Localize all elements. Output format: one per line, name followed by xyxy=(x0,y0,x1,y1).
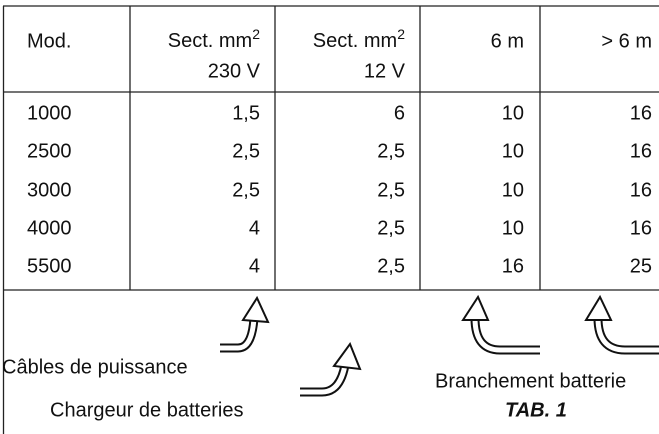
header-cell: Sect. mm2 xyxy=(168,26,260,53)
cell: 1000 xyxy=(27,102,72,124)
cell: 2500 xyxy=(27,140,72,162)
cell: 2,5 xyxy=(232,140,260,162)
cell: 10 xyxy=(502,140,524,162)
cell: 25 xyxy=(630,255,652,277)
cell: 16 xyxy=(630,102,652,124)
header-cell: > 6 m xyxy=(601,30,652,52)
cell: 2,5 xyxy=(232,179,260,201)
header-text: Sect. mm xyxy=(313,30,397,52)
superscript: 2 xyxy=(397,26,405,42)
cell: 4 xyxy=(249,255,260,277)
cell: 16 xyxy=(630,217,652,239)
header-text: Sect. mm xyxy=(168,30,252,52)
cell: 16 xyxy=(630,140,652,162)
cell: 3000 xyxy=(27,179,72,201)
cell: 16 xyxy=(502,255,524,277)
cell: 10 xyxy=(502,217,524,239)
header-cell: Sect. mm2 xyxy=(313,26,405,53)
caption: Branchement batterie xyxy=(435,370,626,392)
table-label: TAB. 1 xyxy=(505,399,567,421)
cell: 4000 xyxy=(27,217,72,239)
header-cell: 230 V xyxy=(208,60,261,82)
cell: 16 xyxy=(630,179,652,201)
caption: Câbles de puissance xyxy=(2,356,188,378)
table-grid xyxy=(2,5,659,434)
cell: 4 xyxy=(249,217,260,239)
arrows xyxy=(220,294,659,397)
header-cell: 12 V xyxy=(364,60,406,82)
cell: 2,5 xyxy=(377,179,405,201)
cell: 1,5 xyxy=(232,102,260,124)
header-cell: Mod. xyxy=(27,30,71,52)
cell: 10 xyxy=(502,179,524,201)
cell: 2,5 xyxy=(377,217,405,239)
cell: 10 xyxy=(502,102,524,124)
cell: 5500 xyxy=(27,255,72,277)
caption: Chargeur de batteries xyxy=(50,399,243,421)
superscript: 2 xyxy=(252,26,260,42)
header-cell: 6 m xyxy=(491,30,524,52)
cell: 2,5 xyxy=(377,255,405,277)
cell: 6 xyxy=(394,102,405,124)
cell: 2,5 xyxy=(377,140,405,162)
